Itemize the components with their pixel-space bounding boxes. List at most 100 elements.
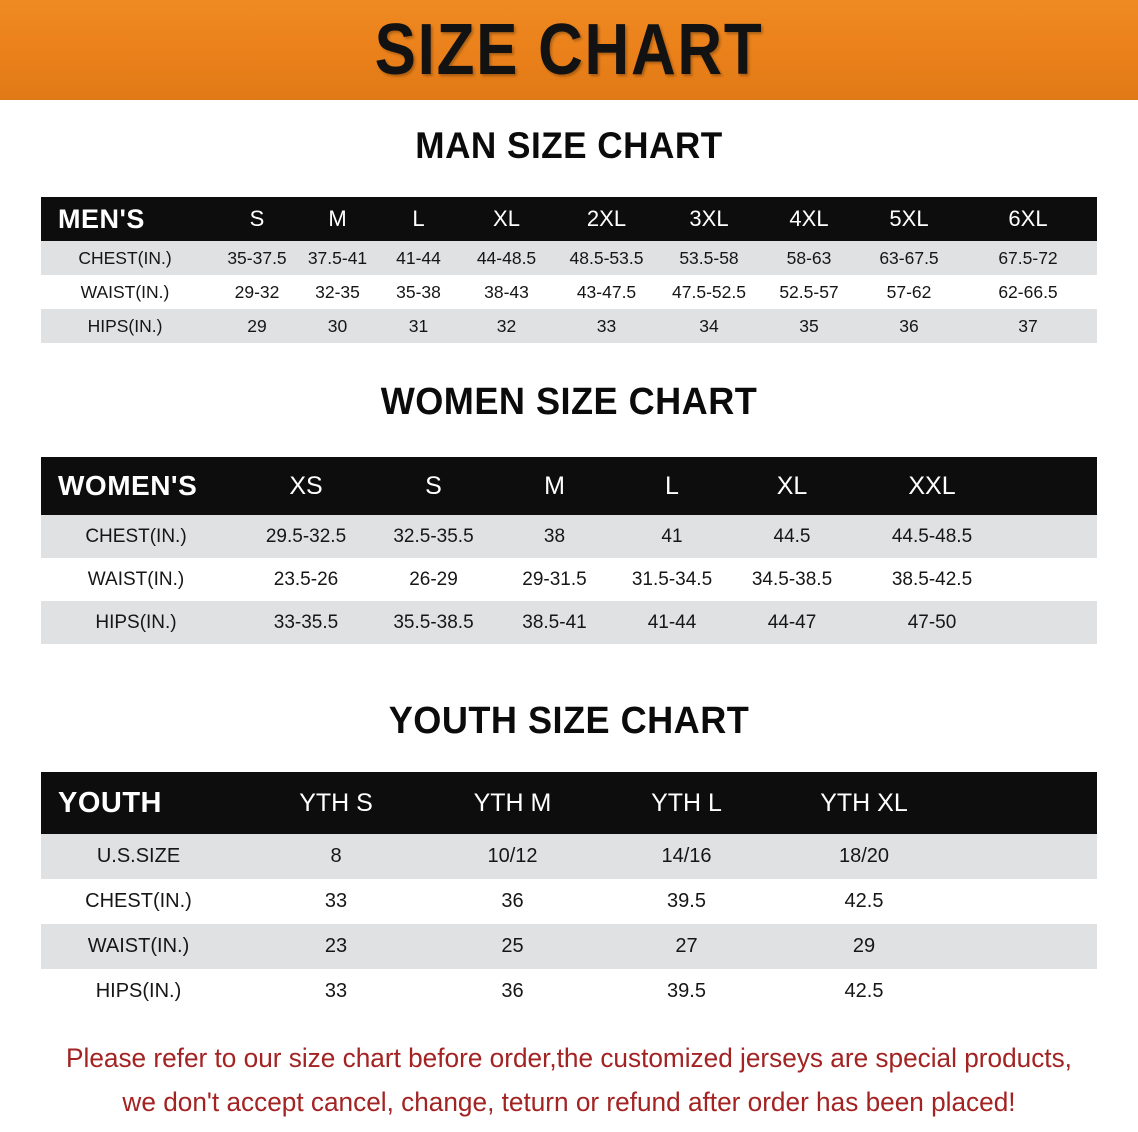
youth-table-header-row: YOUTH YTH S YTH M YTH L YTH XL [41, 772, 1097, 834]
youth-size-table: YOUTH YTH S YTH M YTH L YTH XL U.S.SIZE … [41, 772, 1097, 1014]
youth-cell-1-0: 33 [246, 879, 426, 924]
table-row: HIPS(IN.) 33-35.5 35.5-38.5 38.5-41 41-4… [41, 601, 1097, 644]
table-row: HIPS(IN.) 29 30 31 32 33 34 35 36 37 [41, 309, 1097, 343]
youth-section-title: YOUTH SIZE CHART [388, 700, 750, 742]
men-cell-0-1: 37.5-41 [297, 241, 378, 275]
men-cell-2-0: 29 [217, 309, 297, 343]
women-row-label-2: HIPS(IN.) [41, 601, 241, 644]
women-cell-1-3: 31.5-34.5 [613, 558, 731, 601]
youth-cell-2-2: 27 [599, 924, 774, 969]
men-cell-0-4: 48.5-53.5 [554, 241, 659, 275]
youth-cell-0-2: 14/16 [599, 834, 774, 879]
women-section-title: WOMEN SIZE CHART [380, 381, 758, 423]
youth-row-filler-1 [954, 879, 1097, 924]
women-cell-0-1: 32.5-35.5 [371, 515, 496, 558]
page-banner: SIZE CHART [0, 0, 1138, 100]
women-cell-2-3: 41-44 [613, 601, 731, 644]
men-col-header-4: 2XL [554, 197, 659, 241]
men-col-header-8: 6XL [959, 197, 1097, 241]
table-row: WAIST(IN.) 23 25 27 29 [41, 924, 1097, 969]
youth-cell-1-3: 42.5 [774, 879, 954, 924]
women-cell-1-2: 29-31.5 [496, 558, 613, 601]
women-row-filler-1 [1011, 558, 1097, 601]
men-col-header-3: XL [459, 197, 554, 241]
women-col-header-0: XS [241, 457, 371, 515]
women-cell-1-5: 38.5-42.5 [853, 558, 1011, 601]
women-row-filler-0 [1011, 515, 1097, 558]
youth-col-header-2: YTH L [599, 772, 774, 834]
women-cell-2-2: 38.5-41 [496, 601, 613, 644]
men-cell-1-0: 29-32 [217, 275, 297, 309]
women-cell-2-0: 33-35.5 [241, 601, 371, 644]
men-row-label-1: WAIST(IN.) [41, 275, 217, 309]
women-cell-0-3: 41 [613, 515, 731, 558]
men-cell-2-8: 37 [959, 309, 1097, 343]
men-cell-1-4: 43-47.5 [554, 275, 659, 309]
men-cell-2-2: 31 [378, 309, 459, 343]
table-row: HIPS(IN.) 33 36 39.5 42.5 [41, 969, 1097, 1014]
youth-cell-2-3: 29 [774, 924, 954, 969]
men-col-header-7: 5XL [859, 197, 959, 241]
table-row: CHEST(IN.) 29.5-32.5 32.5-35.5 38 41 44.… [41, 515, 1097, 558]
women-cell-2-4: 44-47 [731, 601, 853, 644]
men-cell-1-6: 52.5-57 [759, 275, 859, 309]
women-cell-2-1: 35.5-38.5 [371, 601, 496, 644]
page-title: SIZE CHART [374, 10, 764, 90]
men-cell-1-8: 62-66.5 [959, 275, 1097, 309]
men-table-header-row: MEN'S S M L XL 2XL 3XL 4XL 5XL 6XL [41, 197, 1097, 241]
men-cell-0-8: 67.5-72 [959, 241, 1097, 275]
disclaimer-text: Please refer to our size chart before or… [17, 1036, 1121, 1124]
youth-row-filler-2 [954, 924, 1097, 969]
men-cell-1-1: 32-35 [297, 275, 378, 309]
men-col-header-6: 4XL [759, 197, 859, 241]
women-cell-1-0: 23.5-26 [241, 558, 371, 601]
women-header-filler [1011, 457, 1097, 515]
women-cell-0-2: 38 [496, 515, 613, 558]
women-col-header-3: L [613, 457, 731, 515]
men-cell-0-0: 35-37.5 [217, 241, 297, 275]
youth-row-filler-3 [954, 969, 1097, 1014]
youth-corner-label: YOUTH [41, 772, 246, 834]
women-cell-0-5: 44.5-48.5 [853, 515, 1011, 558]
table-row: CHEST(IN.) 35-37.5 37.5-41 41-44 44-48.5… [41, 241, 1097, 275]
youth-cell-3-0: 33 [246, 969, 426, 1014]
men-cell-1-7: 57-62 [859, 275, 959, 309]
youth-cell-2-0: 23 [246, 924, 426, 969]
women-col-header-4: XL [731, 457, 853, 515]
men-cell-1-5: 47.5-52.5 [659, 275, 759, 309]
men-size-table: MEN'S S M L XL 2XL 3XL 4XL 5XL 6XL CHEST… [41, 197, 1097, 343]
women-row-label-0: CHEST(IN.) [41, 515, 241, 558]
youth-cell-2-1: 25 [426, 924, 599, 969]
youth-col-header-0: YTH S [246, 772, 426, 834]
women-cell-1-1: 26-29 [371, 558, 496, 601]
youth-cell-0-0: 8 [246, 834, 426, 879]
men-corner-label: MEN'S [41, 197, 217, 241]
youth-cell-3-1: 36 [426, 969, 599, 1014]
youth-row-label-2: WAIST(IN.) [41, 924, 246, 969]
men-cell-1-2: 35-38 [378, 275, 459, 309]
men-row-label-2: HIPS(IN.) [41, 309, 217, 343]
women-cell-1-4: 34.5-38.5 [731, 558, 853, 601]
youth-cell-0-1: 10/12 [426, 834, 599, 879]
men-col-header-1: M [297, 197, 378, 241]
men-row-label-0: CHEST(IN.) [41, 241, 217, 275]
youth-cell-3-2: 39.5 [599, 969, 774, 1014]
men-cell-1-3: 38-43 [459, 275, 554, 309]
table-row: WAIST(IN.) 23.5-26 26-29 29-31.5 31.5-34… [41, 558, 1097, 601]
table-row: WAIST(IN.) 29-32 32-35 35-38 38-43 43-47… [41, 275, 1097, 309]
men-cell-2-1: 30 [297, 309, 378, 343]
women-row-filler-2 [1011, 601, 1097, 644]
disclaimer-line-2: we don't accept cancel, change, teturn o… [122, 1087, 1016, 1117]
men-cell-0-3: 44-48.5 [459, 241, 554, 275]
men-cell-2-4: 33 [554, 309, 659, 343]
women-col-header-1: S [371, 457, 496, 515]
men-cell-0-6: 58-63 [759, 241, 859, 275]
women-cell-0-4: 44.5 [731, 515, 853, 558]
men-cell-2-6: 35 [759, 309, 859, 343]
man-section-title: MAN SIZE CHART [415, 125, 723, 166]
youth-cell-0-3: 18/20 [774, 834, 954, 879]
women-table-header-row: WOMEN'S XS S M L XL XXL [41, 457, 1097, 515]
youth-row-label-3: HIPS(IN.) [41, 969, 246, 1014]
youth-cell-1-1: 36 [426, 879, 599, 924]
youth-row-label-0: U.S.SIZE [41, 834, 246, 879]
